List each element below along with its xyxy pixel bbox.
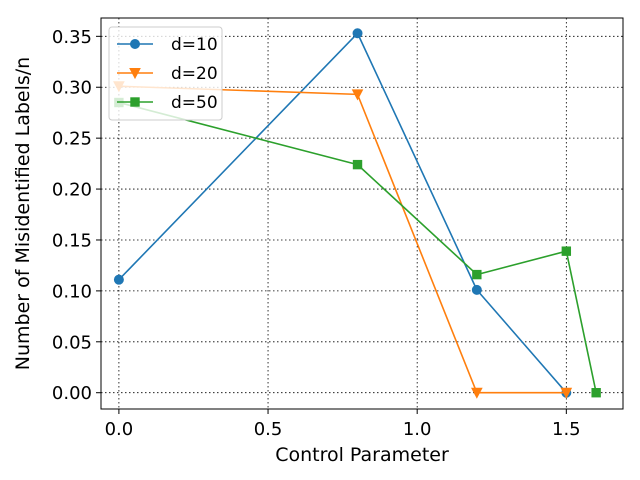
grid bbox=[101, 18, 623, 409]
legend-swatch-marker bbox=[130, 97, 140, 107]
y-tick-label: 0.35 bbox=[52, 27, 92, 48]
legend-item-d-50: d=50 bbox=[117, 93, 218, 113]
y-axis-label: Number of Misidentified Labels/n bbox=[12, 57, 34, 370]
data-point-d-50 bbox=[352, 159, 363, 170]
legend-item-d-10: d=10 bbox=[117, 35, 218, 55]
legend-label: d=20 bbox=[171, 64, 218, 84]
series-line-d-20 bbox=[118, 85, 567, 394]
x-tick-label: 0.5 bbox=[254, 419, 283, 440]
legend-swatch-marker bbox=[129, 68, 141, 80]
y-tick-label: 0.25 bbox=[52, 129, 92, 150]
plot-frame bbox=[100, 17, 624, 410]
y-tick-label: 0.00 bbox=[52, 383, 92, 404]
series-d-50 bbox=[114, 97, 601, 398]
data-point-d-10 bbox=[352, 28, 363, 39]
legend: d=10 d=20 d=50 bbox=[108, 26, 223, 121]
legend-item-d-20: d=20 bbox=[117, 64, 218, 84]
x-tick-label: 1.5 bbox=[552, 419, 581, 440]
y-tick-label: 0.30 bbox=[52, 78, 92, 99]
y-tick-label: 0.15 bbox=[52, 230, 92, 251]
legend-swatch-marker bbox=[130, 39, 140, 49]
data-point-d-20 bbox=[471, 387, 483, 399]
legend-label: d=10 bbox=[171, 35, 218, 55]
y-tick-label: 0.20 bbox=[52, 180, 92, 201]
data-point-d-50 bbox=[591, 388, 601, 398]
series-d-20 bbox=[113, 81, 573, 399]
data-point-d-10 bbox=[471, 284, 482, 295]
series-line-d-10 bbox=[118, 32, 567, 394]
x-axis-label: Control Parameter bbox=[275, 444, 449, 466]
x-tick-label: 1.0 bbox=[403, 419, 432, 440]
axis-ticks: 0.0 0.5 1.0 1.5 0.00 0.05 0.10 0.15 0.20 0.25 0.30… bbox=[52, 27, 581, 440]
legend-label: d=50 bbox=[171, 93, 218, 113]
series-line-d-50 bbox=[118, 101, 597, 393]
data-point-d-10 bbox=[113, 274, 124, 285]
data-point-d-50 bbox=[561, 246, 572, 256]
legend-box bbox=[108, 26, 223, 121]
y-tick-label: 0.05 bbox=[52, 332, 92, 353]
x-tick-label: 0.0 bbox=[105, 419, 134, 440]
data-point-d-50 bbox=[472, 269, 482, 280]
data-point-d-20 bbox=[351, 89, 364, 101]
y-tick-label: 0.10 bbox=[52, 281, 92, 302]
data-point-d-20 bbox=[560, 387, 573, 399]
